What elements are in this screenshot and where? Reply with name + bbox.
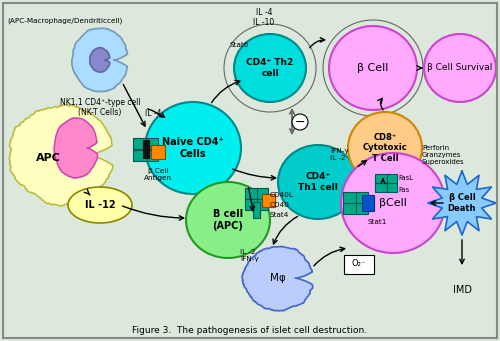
Text: IL -4: IL -4: [145, 108, 162, 118]
Text: CD40: CD40: [270, 202, 290, 208]
Text: Naive CD4⁺
Cells: Naive CD4⁺ Cells: [162, 137, 224, 159]
Bar: [256, 188, 268, 198]
Polygon shape: [72, 28, 128, 92]
Ellipse shape: [145, 102, 241, 194]
Text: Stat4: Stat4: [270, 212, 289, 218]
Polygon shape: [90, 47, 110, 72]
Bar: [143, 140, 149, 158]
Circle shape: [292, 114, 308, 130]
Bar: [262, 193, 274, 207]
Polygon shape: [428, 171, 496, 235]
Polygon shape: [242, 247, 312, 311]
Bar: [387, 174, 397, 182]
Text: (APC-Macrophage/Dendriticcell): (APC-Macrophage/Dendriticcell): [7, 18, 122, 25]
Text: Perforin
Granzymes
Superoxides: Perforin Granzymes Superoxides: [422, 145, 465, 165]
Text: CD8⁺
Cytotoxic
T Cell: CD8⁺ Cytotoxic T Cell: [362, 133, 408, 163]
Ellipse shape: [341, 153, 445, 253]
Bar: [375, 174, 387, 182]
Bar: [343, 192, 357, 203]
Ellipse shape: [424, 34, 496, 102]
Text: FasL: FasL: [398, 175, 413, 181]
Text: CD4⁺ Th2
cell: CD4⁺ Th2 cell: [246, 58, 294, 78]
Text: NK1,1 CD4⁺-type cell
(NK-T Cells): NK1,1 CD4⁺-type cell (NK-T Cells): [60, 98, 140, 117]
Ellipse shape: [68, 187, 132, 223]
FancyBboxPatch shape: [344, 255, 374, 274]
Text: −: −: [295, 116, 305, 129]
Text: Mφ: Mφ: [270, 273, 286, 283]
Text: IL -2
IFN-γ: IL -2 IFN-γ: [240, 249, 259, 262]
Text: IMD: IMD: [452, 285, 471, 295]
Bar: [375, 182, 387, 192]
Text: Figure 3.  The pathogenesis of islet cell destruction.: Figure 3. The pathogenesis of islet cell…: [132, 326, 368, 335]
Text: βCell: βCell: [379, 198, 407, 208]
Text: IL -4
IL -10: IL -4 IL -10: [254, 8, 274, 27]
Bar: [252, 202, 260, 218]
Polygon shape: [9, 105, 113, 206]
Text: Stat1: Stat1: [368, 219, 388, 225]
Bar: [146, 137, 158, 148]
Text: β Cell Survival: β Cell Survival: [428, 63, 492, 73]
Text: β Cell
Death: β Cell Death: [448, 193, 476, 213]
Text: Fas: Fas: [398, 187, 409, 193]
Bar: [256, 198, 268, 209]
Text: β Cell: β Cell: [358, 63, 388, 73]
Text: CD40L: CD40L: [270, 192, 294, 198]
Bar: [133, 137, 147, 148]
Text: Stat6: Stat6: [230, 42, 250, 48]
Bar: [387, 182, 397, 192]
Bar: [356, 192, 368, 203]
Text: IL -12: IL -12: [84, 200, 116, 210]
Ellipse shape: [348, 112, 422, 184]
Bar: [244, 188, 258, 198]
Text: O₂⁻: O₂⁻: [352, 260, 366, 268]
Bar: [146, 149, 158, 161]
Text: APC: APC: [36, 153, 60, 163]
Bar: [133, 149, 147, 161]
Bar: [356, 203, 368, 213]
Ellipse shape: [234, 34, 306, 102]
Bar: [343, 203, 357, 213]
Text: B cell
(APC): B cell (APC): [212, 209, 244, 231]
Text: IFN-γ
IL -2: IFN-γ IL -2: [330, 148, 349, 162]
Text: β Cell
Antigen: β Cell Antigen: [144, 168, 172, 181]
Bar: [362, 195, 374, 211]
Ellipse shape: [186, 182, 270, 258]
Bar: [151, 145, 165, 159]
Polygon shape: [54, 118, 98, 178]
Bar: [244, 198, 258, 209]
Ellipse shape: [278, 145, 358, 219]
Text: CD4⁺
Th1 cell: CD4⁺ Th1 cell: [298, 172, 338, 192]
Ellipse shape: [329, 26, 417, 110]
